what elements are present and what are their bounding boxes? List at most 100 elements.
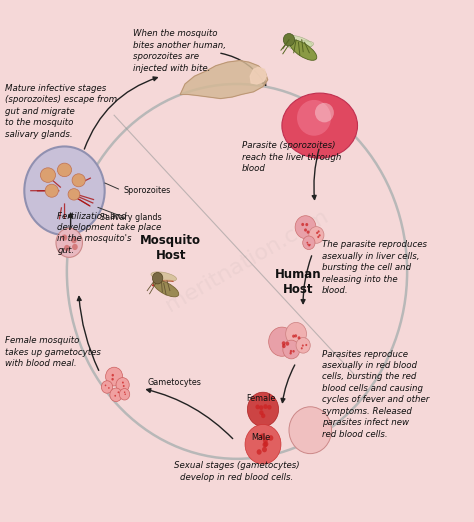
Text: Sporozoites: Sporozoites [124, 185, 171, 195]
Circle shape [64, 245, 70, 251]
Circle shape [72, 244, 78, 250]
Circle shape [255, 405, 260, 409]
Circle shape [264, 404, 268, 409]
Text: Mosquito
Host: Mosquito Host [140, 234, 201, 262]
Ellipse shape [315, 103, 334, 122]
Circle shape [106, 367, 123, 386]
Circle shape [247, 392, 279, 426]
Circle shape [122, 382, 124, 384]
Ellipse shape [72, 174, 85, 187]
Ellipse shape [285, 35, 312, 48]
Text: Male: Male [251, 433, 270, 442]
Circle shape [124, 392, 126, 393]
Circle shape [283, 33, 295, 46]
Circle shape [256, 449, 262, 455]
Text: Salivary glands: Salivary glands [100, 213, 162, 222]
Circle shape [114, 395, 116, 397]
Text: Sexual stages (gametocytes)
develop in red blood cells.: Sexual stages (gametocytes) develop in r… [174, 461, 300, 482]
Circle shape [245, 424, 281, 464]
Circle shape [296, 338, 310, 353]
Circle shape [282, 344, 286, 348]
Text: Human
Host: Human Host [275, 268, 322, 296]
Text: Parasites reproduce
asexually in red blood
cells, bursting the red
blood cells a: Parasites reproduce asexually in red blo… [322, 350, 429, 438]
Circle shape [292, 335, 295, 338]
Circle shape [307, 242, 308, 244]
Circle shape [304, 229, 307, 232]
Circle shape [260, 433, 265, 439]
Ellipse shape [40, 168, 55, 182]
Circle shape [267, 405, 272, 410]
Text: Mature infective stages
(sporozoites) escape from
gut and migrate
to the mosquit: Mature infective stages (sporozoites) es… [5, 84, 118, 139]
Circle shape [305, 223, 308, 226]
Ellipse shape [282, 93, 357, 158]
Text: When the mosquito
bites another human,
sporozoites are
injected with bite.: When the mosquito bites another human, s… [133, 29, 226, 73]
Circle shape [309, 244, 311, 246]
Circle shape [101, 381, 113, 393]
Circle shape [62, 234, 67, 241]
Circle shape [108, 387, 109, 389]
Circle shape [71, 237, 77, 243]
Circle shape [317, 236, 319, 238]
Circle shape [285, 342, 289, 346]
Circle shape [292, 350, 295, 352]
Circle shape [290, 352, 292, 354]
Circle shape [318, 230, 319, 233]
Ellipse shape [57, 163, 72, 176]
Circle shape [263, 442, 267, 447]
Circle shape [309, 227, 324, 243]
Circle shape [269, 327, 295, 357]
Polygon shape [180, 61, 268, 99]
Circle shape [119, 388, 130, 400]
Text: The parasite reproduces
asexually in liver cells,
bursting the cell and
releasin: The parasite reproduces asexually in liv… [322, 240, 427, 295]
Circle shape [110, 388, 122, 401]
Circle shape [111, 374, 114, 376]
Ellipse shape [68, 188, 80, 200]
Text: Female mosquito
takes up gametocytes
with blood meal.: Female mosquito takes up gametocytes wit… [5, 337, 101, 369]
Text: Parasite (sporozoites)
reach the liver through
blood: Parasite (sporozoites) reach the liver t… [242, 141, 341, 173]
Circle shape [118, 392, 119, 393]
Text: Fertilization and
development take place
in the mosquito's
gut.: Fertilization and development take place… [57, 211, 162, 255]
Circle shape [153, 272, 163, 284]
Circle shape [283, 340, 300, 359]
Circle shape [268, 435, 273, 441]
Circle shape [302, 345, 304, 347]
Ellipse shape [297, 100, 331, 136]
Circle shape [308, 245, 310, 246]
Circle shape [116, 377, 129, 392]
Circle shape [295, 216, 316, 239]
Circle shape [111, 378, 114, 381]
Circle shape [307, 231, 310, 234]
Circle shape [298, 336, 301, 339]
Circle shape [263, 437, 268, 443]
Circle shape [316, 232, 318, 234]
Circle shape [125, 394, 126, 395]
Ellipse shape [45, 184, 58, 197]
Circle shape [261, 413, 265, 418]
Circle shape [289, 407, 331, 454]
Circle shape [282, 341, 285, 345]
Polygon shape [250, 67, 266, 84]
Ellipse shape [154, 280, 179, 297]
Ellipse shape [290, 40, 317, 61]
Circle shape [259, 410, 264, 415]
Ellipse shape [151, 272, 176, 281]
Circle shape [301, 347, 303, 349]
Circle shape [319, 234, 321, 236]
Text: Female: Female [246, 394, 275, 403]
Circle shape [123, 385, 125, 387]
Circle shape [301, 223, 304, 226]
Circle shape [303, 236, 315, 250]
Circle shape [294, 334, 297, 337]
Circle shape [307, 244, 309, 245]
Circle shape [259, 405, 264, 410]
Circle shape [286, 323, 307, 346]
Text: meritnation.com: meritnation.com [162, 206, 331, 316]
Circle shape [105, 385, 106, 386]
Text: Gametocytes: Gametocytes [147, 378, 201, 387]
Circle shape [290, 350, 292, 352]
Circle shape [56, 228, 82, 257]
Ellipse shape [288, 41, 314, 49]
Circle shape [24, 147, 105, 235]
Circle shape [305, 344, 307, 346]
Circle shape [264, 441, 268, 447]
